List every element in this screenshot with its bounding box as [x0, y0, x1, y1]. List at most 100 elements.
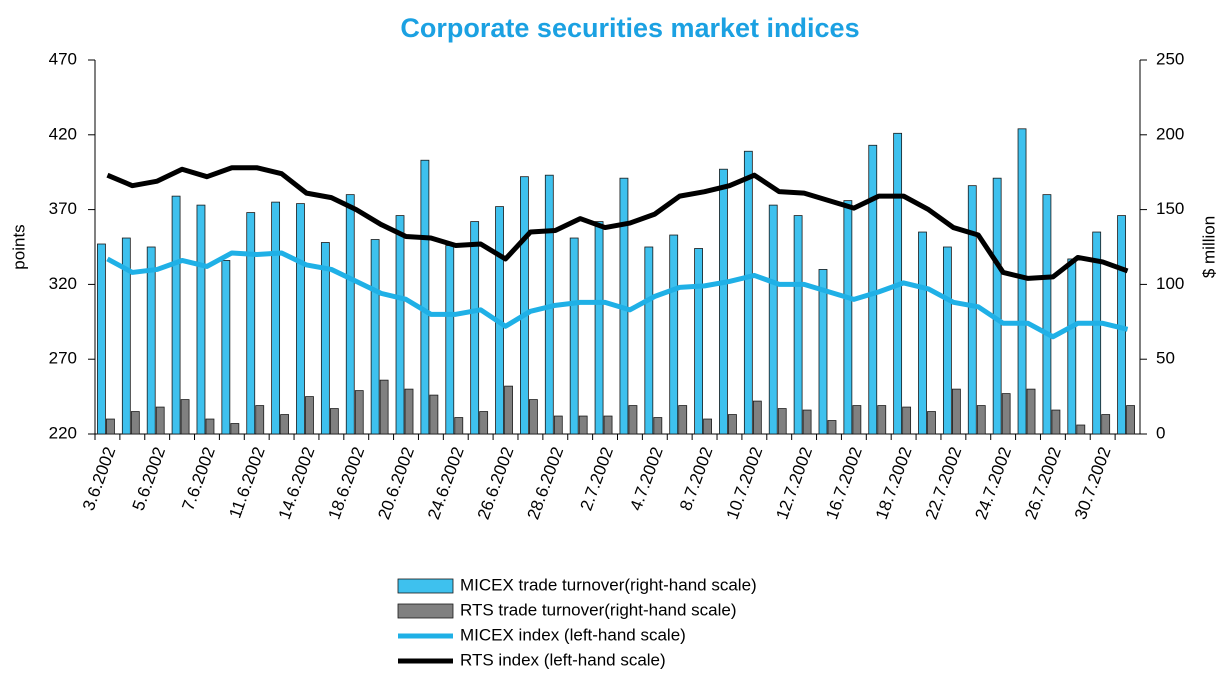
- chart-title: Corporate securities market indices: [400, 13, 859, 43]
- bar: [130, 411, 140, 435]
- x-tick-label: 24.6.2002: [424, 444, 468, 522]
- legend-label: RTS trade turnover(right-hand scale): [460, 600, 737, 619]
- bar: [1051, 409, 1061, 435]
- bar: [827, 420, 837, 435]
- bar: [205, 418, 215, 435]
- bar: [669, 234, 679, 435]
- legend-swatch: [397, 578, 454, 594]
- x-tick-label: 24.7.2002: [971, 444, 1015, 522]
- bar: [918, 231, 927, 435]
- x-tick-label: 26.6.2002: [474, 444, 518, 522]
- bar: [529, 399, 538, 435]
- bar: [752, 400, 762, 435]
- bar: [1126, 405, 1135, 435]
- x-tick-label: 18.7.2002: [872, 444, 916, 522]
- bar: [578, 415, 588, 435]
- bar: [719, 168, 728, 435]
- bar: [454, 417, 464, 435]
- x-tick-label: 8.7.2002: [676, 444, 716, 513]
- bar: [927, 411, 936, 435]
- x-tick-label: 11.6.2002: [225, 444, 268, 520]
- bar: [992, 177, 1002, 435]
- bar: [843, 200, 853, 435]
- bar: [1092, 231, 1102, 435]
- bar: [603, 415, 613, 435]
- x-tick-label: 14.6.2002: [275, 444, 319, 522]
- bar: [694, 248, 703, 435]
- bar: [1101, 414, 1111, 435]
- y2-tick-label: 50: [1156, 349, 1175, 368]
- bar: [793, 215, 803, 435]
- bar: [97, 243, 106, 435]
- bar: [121, 237, 131, 435]
- y-tick-label: 470: [49, 49, 77, 68]
- bar: [1017, 128, 1027, 435]
- bar: [255, 405, 265, 435]
- x-tick-label: 28.6.2002: [524, 444, 568, 522]
- bar: [280, 414, 290, 435]
- bar: [305, 396, 314, 435]
- bar: [777, 408, 787, 435]
- bar: [728, 414, 737, 435]
- x-tick-label: 2.7.2002: [577, 444, 617, 513]
- bar: [678, 405, 688, 435]
- y2-tick-label: 100: [1156, 274, 1184, 293]
- legend-label: MICEX trade turnover(right-hand scale): [460, 575, 757, 594]
- bar: [967, 185, 977, 435]
- bar: [196, 204, 206, 435]
- y-tick-label: 370: [49, 199, 77, 218]
- x-tick-label: 16.7.2002: [822, 444, 866, 522]
- bar: [155, 406, 165, 435]
- bar: [653, 417, 663, 435]
- y-tick-label: 270: [49, 349, 77, 368]
- y2-axis-label: $ million: [1199, 216, 1218, 278]
- bar: [1026, 388, 1036, 435]
- line: [106, 250, 1129, 340]
- bar: [520, 176, 529, 435]
- bar: [320, 242, 330, 435]
- bar: [470, 221, 480, 435]
- bar: [802, 409, 812, 435]
- bar: [230, 423, 240, 435]
- bar: [271, 201, 281, 435]
- y-tick-label: 420: [49, 124, 77, 143]
- bar: [479, 411, 489, 435]
- bar: [171, 195, 181, 435]
- y2-tick-label: 250: [1156, 49, 1184, 68]
- x-tick-label: 4.7.2002: [626, 444, 666, 513]
- bar: [951, 388, 961, 435]
- x-tick-label: 12.7.2002: [772, 444, 816, 522]
- bar: [329, 408, 339, 435]
- bar: [877, 405, 887, 435]
- bar: [703, 418, 712, 435]
- y2-tick-label: 150: [1156, 199, 1184, 218]
- bar: [370, 239, 380, 435]
- bar: [404, 388, 414, 435]
- line: [106, 165, 1129, 281]
- x-tick-label: 22.7.2002: [922, 444, 966, 522]
- bar: [246, 212, 256, 435]
- x-tick-label: 10.7.2002: [723, 444, 767, 522]
- y2-tick-label: 200: [1156, 124, 1184, 143]
- bar: [942, 246, 952, 435]
- legend-label: MICEX index (left-hand scale): [460, 625, 686, 644]
- bar: [818, 269, 828, 435]
- bar: [345, 194, 355, 435]
- bar: [445, 245, 455, 435]
- bar: [395, 215, 405, 435]
- x-tick-label: 18.6.2002: [324, 444, 368, 522]
- legend-swatch: [397, 603, 454, 619]
- bar: [180, 399, 190, 435]
- bar: [504, 385, 513, 435]
- x-tick-label: 26.7.2002: [1021, 444, 1065, 522]
- bar: [1067, 258, 1077, 435]
- bar: [146, 246, 156, 435]
- bar: [420, 159, 430, 435]
- bar: [553, 415, 563, 435]
- bar: [743, 150, 753, 435]
- y-tick-label: 320: [49, 274, 77, 293]
- bar: [768, 204, 778, 435]
- bar: [1001, 393, 1011, 435]
- bar: [628, 405, 638, 435]
